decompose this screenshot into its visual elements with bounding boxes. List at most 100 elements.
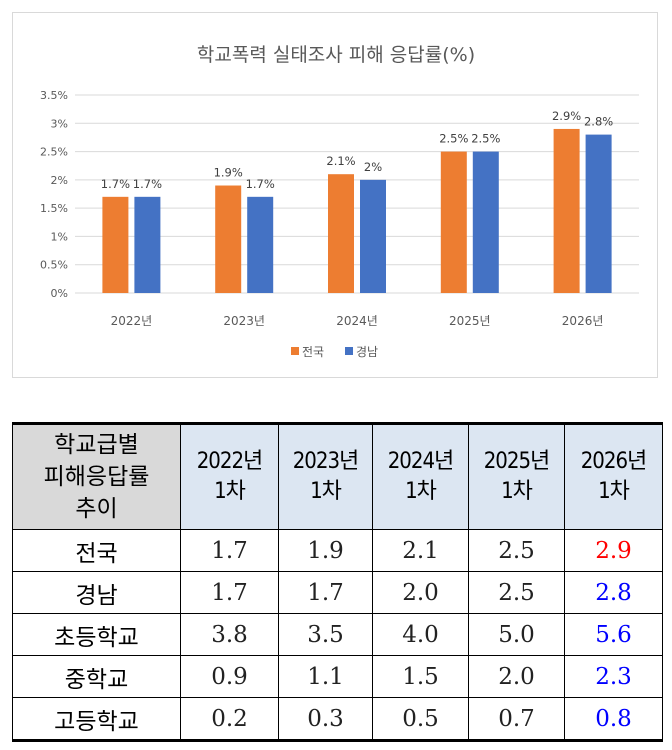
bar-전국 [102, 196, 129, 293]
table-cell: 0.3 [278, 697, 373, 742]
x-tick-label: 2022년 [111, 314, 153, 328]
table-cell-highlight: 5.6 [564, 613, 663, 656]
table-cell: 1.7 [180, 571, 279, 614]
bar-전국 [553, 128, 580, 293]
chart-title: 학교폭력 실태조사 피해 응답률(%) [197, 44, 475, 66]
table-cell: 2.0 [468, 655, 565, 698]
corner-line-2: 피해응답률 [43, 464, 150, 490]
legend-swatch [291, 347, 299, 355]
bar-경남 [585, 134, 612, 293]
col-year: 2026년 [580, 449, 648, 474]
row-label: 중학교 [12, 655, 181, 698]
table-cell: 2.0 [372, 571, 469, 614]
col-header-2024: 2024년 1차 [372, 423, 469, 530]
legend-label: 경남 [356, 345, 378, 359]
table-cell: 0.9 [180, 655, 279, 698]
bar-전국 [215, 185, 242, 293]
row-label: 전국 [12, 529, 181, 572]
data-label: 2.1% [326, 154, 355, 168]
legend-swatch [345, 347, 353, 355]
table-cell-highlight: 2.8 [564, 571, 663, 614]
data-labels: 1.7% 1.7%1.9%1.7%2.1% 2%2.5% 2.5%2.9% 2.8% [101, 109, 613, 191]
table-cell: 0.2 [180, 697, 279, 742]
col-round: 1차 [501, 479, 533, 504]
data-label: 2% [364, 160, 382, 174]
col-round: 1차 [405, 479, 437, 504]
data-label: 2.5% [439, 132, 468, 146]
bar-chart: 학교폭력 실태조사 피해 응답률(%) 0% 0.5% 1% 1.5% 2% 2.5% 3%… [40, 44, 639, 359]
col-year: 2025년 [483, 449, 551, 474]
table-cell: 4.0 [372, 613, 469, 656]
table-row-middle: 중학교 0.9 1.1 1.5 2.0 2.3 [12, 655, 663, 698]
x-axis-ticks: 2022년 2023년 2024년 2025년 2026년 [111, 314, 604, 328]
rate-table-container: 학교급별 피해응답률 추이 2022년 1차 2023년 1차 2024년 1차 20… [12, 422, 663, 742]
table-cell-highlight: 2.3 [564, 655, 663, 698]
table-cell-highlight: 2.9 [564, 529, 663, 572]
col-year: 2022년 [196, 449, 264, 474]
col-year: 2024년 [387, 449, 455, 474]
table-cell: 3.8 [180, 613, 279, 656]
victim-rate-table: 학교급별 피해응답률 추이 2022년 1차 2023년 1차 2024년 1차 20… [12, 422, 663, 742]
col-header-2023: 2023년 1차 [278, 423, 373, 530]
data-label: 2.5% [471, 132, 500, 146]
col-header-2026: 2026년 1차 [564, 423, 663, 530]
x-tick-label: 2026년 [562, 314, 604, 328]
data-label: 1.7% [246, 177, 275, 191]
table-row-gyeongnam: 경남 1.7 1.7 2.0 2.5 2.8 [12, 571, 663, 614]
x-tick-label: 2023년 [223, 314, 265, 328]
legend-label: 전국 [302, 345, 324, 359]
table-cell: 0.5 [372, 697, 469, 742]
table-cell: 2.1 [372, 529, 469, 572]
y-tick-label: 1.5% [40, 202, 68, 215]
bar-경남 [360, 179, 386, 293]
y-axis-ticks: 0% 0.5% 1% 1.5% 2% 2.5% 3% 3.5% [40, 89, 68, 300]
table-cell: 1.9 [278, 529, 373, 572]
bar-경남 [472, 151, 499, 293]
data-label: 1.7% [101, 177, 130, 191]
col-round: 1차 [214, 479, 246, 504]
row-label: 경남 [12, 571, 181, 614]
y-tick-label: 0% [51, 287, 68, 300]
col-year: 2023년 [292, 449, 360, 474]
table-cell: 2.5 [468, 571, 565, 614]
row-label: 고등학교 [12, 697, 181, 742]
table-cell: 1.7 [180, 529, 279, 572]
table-cell: 3.5 [278, 613, 373, 656]
col-header-2025: 2025년 1차 [468, 423, 565, 530]
table-cell: 2.5 [468, 529, 565, 572]
bar-전국 [440, 151, 467, 293]
table-cell-highlight: 0.8 [564, 697, 663, 742]
bars [102, 128, 612, 293]
gridlines [75, 94, 639, 294]
y-tick-label: 3% [51, 117, 68, 130]
table-header-row: 학교급별 피해응답률 추이 2022년 1차 2023년 1차 2024년 1차 20… [12, 423, 663, 530]
bar-전국 [328, 174, 354, 293]
x-tick-label: 2024년 [336, 314, 378, 328]
table-cell: 1.7 [278, 571, 373, 614]
corner-line-3: 추이 [75, 496, 118, 522]
col-header-2022: 2022년 1차 [180, 423, 279, 530]
y-tick-label: 0.5% [40, 259, 68, 272]
chart-container: 학교폭력 실태조사 피해 응답률(%) 0% 0.5% 1% 1.5% 2% 2.5% 3%… [12, 12, 658, 378]
col-round: 1차 [598, 479, 630, 504]
table-row-high: 고등학교 0.2 0.3 0.5 0.7 0.8 [12, 697, 663, 742]
y-tick-label: 2.5% [40, 146, 68, 159]
table-cell: 1.1 [278, 655, 373, 698]
table-cell: 5.0 [468, 613, 565, 656]
data-label: 1.7% [133, 177, 162, 191]
y-tick-label: 2% [51, 174, 68, 187]
bar-경남 [134, 196, 161, 293]
table-row-elementary: 초등학교 3.8 3.5 4.0 5.0 5.6 [12, 613, 663, 656]
table-corner-header: 학교급별 피해응답률 추이 [12, 423, 181, 530]
data-label: 2.9% [552, 109, 581, 123]
table-cell: 0.7 [468, 697, 565, 742]
col-round: 1차 [310, 479, 342, 504]
corner-line-1: 학교급별 [54, 432, 139, 458]
table-row-national: 전국 1.7 1.9 2.1 2.5 2.9 [12, 529, 663, 572]
row-label: 초등학교 [12, 613, 181, 656]
data-label: 1.9% [214, 166, 243, 180]
bar-경남 [247, 196, 274, 293]
x-tick-label: 2025년 [449, 314, 491, 328]
data-label: 2.8% [584, 115, 613, 129]
y-tick-label: 1% [51, 230, 68, 243]
